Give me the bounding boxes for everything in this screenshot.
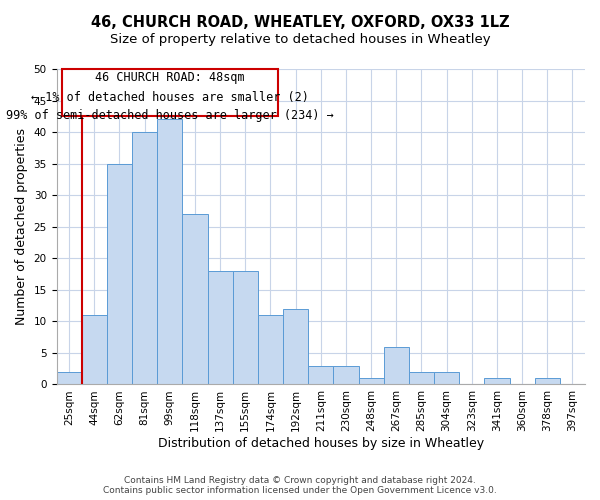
Bar (258, 315, 283, 384)
Bar (334, 366, 359, 384)
Bar (308, 366, 334, 384)
Text: Contains HM Land Registry data © Crown copyright and database right 2024.: Contains HM Land Registry data © Crown c… (124, 476, 476, 485)
Bar (208, 271, 233, 384)
Bar (82, 315, 107, 384)
Bar (434, 372, 459, 384)
Bar (484, 378, 509, 384)
Bar (157, 120, 182, 384)
Text: Size of property relative to detached houses in Wheatley: Size of property relative to detached ho… (110, 32, 490, 46)
Bar (283, 308, 308, 384)
Bar (409, 372, 434, 384)
X-axis label: Distribution of detached houses by size in Wheatley: Distribution of detached houses by size … (158, 437, 484, 450)
Bar (233, 271, 258, 384)
Bar (535, 378, 560, 384)
Bar (182, 214, 208, 384)
Text: Contains public sector information licensed under the Open Government Licence v3: Contains public sector information licen… (103, 486, 497, 495)
Text: 46, CHURCH ROAD, WHEATLEY, OXFORD, OX33 1LZ: 46, CHURCH ROAD, WHEATLEY, OXFORD, OX33 … (91, 15, 509, 30)
Bar (383, 346, 409, 385)
Y-axis label: Number of detached properties: Number of detached properties (15, 128, 28, 325)
Bar (359, 378, 383, 384)
Bar (132, 132, 157, 384)
Bar (107, 164, 132, 384)
Bar (56, 372, 82, 384)
Text: 46 CHURCH ROAD: 48sqm
← 1% of detached houses are smaller (2)
99% of semi-detach: 46 CHURCH ROAD: 48sqm ← 1% of detached h… (6, 72, 334, 122)
